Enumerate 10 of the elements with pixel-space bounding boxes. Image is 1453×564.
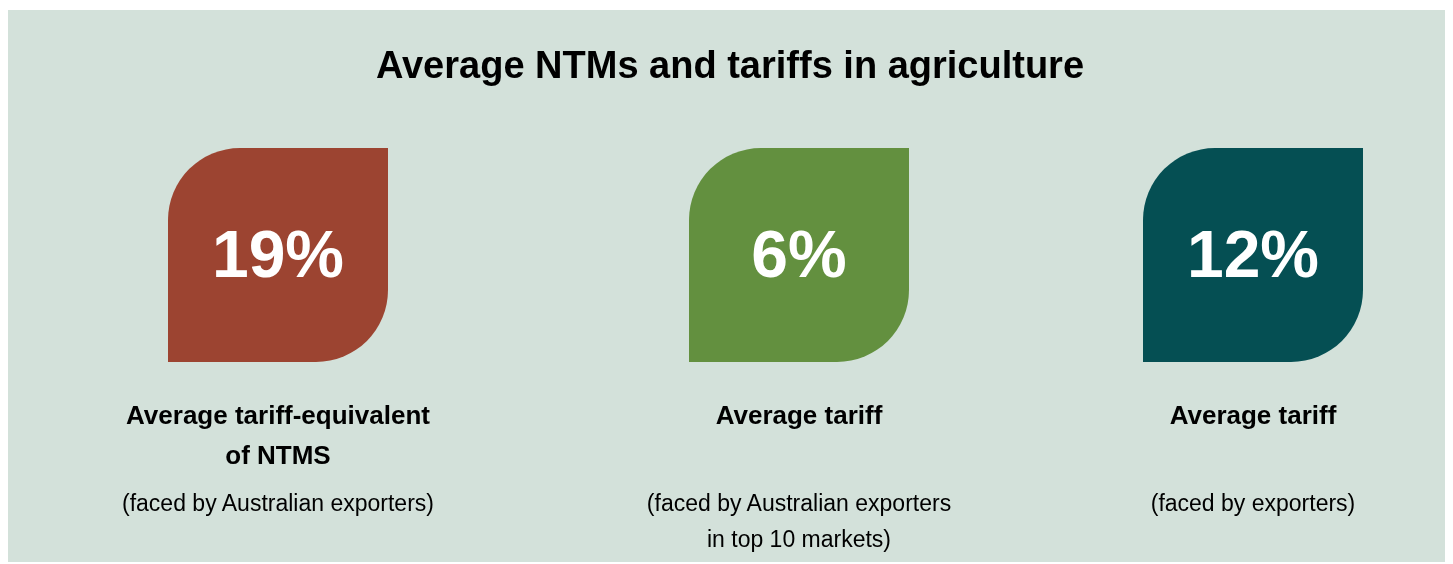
text: Average NTMs and tariffs in agriculture (375, 44, 1085, 86)
data-label: 19% (211, 217, 345, 291)
text: (faced by Australian exporters in top 10 markets) (646, 490, 952, 552)
text: (faced by exporters) (1150, 490, 1356, 516)
data-label: 6% (751, 217, 847, 291)
text: (faced by Australian exporters) (122, 490, 434, 516)
data-label: 12% (1186, 217, 1320, 291)
category-label: Average tariff-equivalent of NTMS (126, 400, 431, 470)
category-label: Average tariff (715, 400, 883, 430)
category-label: Average tariff (1169, 400, 1337, 430)
